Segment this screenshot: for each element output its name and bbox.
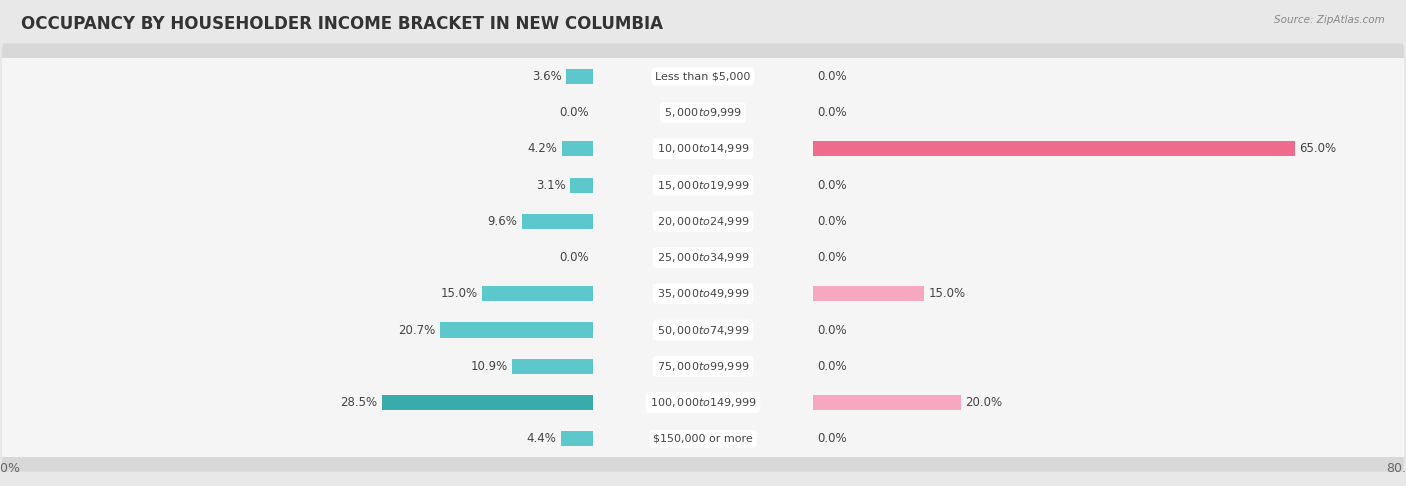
Text: 0.0%: 0.0%	[817, 360, 846, 373]
Text: 0.0%: 0.0%	[817, 324, 846, 336]
FancyBboxPatch shape	[1, 189, 1405, 254]
Bar	[571, 177, 593, 192]
FancyBboxPatch shape	[1, 298, 1405, 362]
FancyBboxPatch shape	[1, 333, 1405, 399]
Text: 0.0%: 0.0%	[817, 106, 846, 119]
FancyBboxPatch shape	[1, 371, 1405, 434]
FancyBboxPatch shape	[1, 335, 1405, 398]
Text: $20,000 to $24,999: $20,000 to $24,999	[657, 215, 749, 228]
Text: 15.0%: 15.0%	[440, 287, 478, 300]
FancyBboxPatch shape	[1, 81, 1405, 144]
Text: 20.0%: 20.0%	[966, 396, 1002, 409]
Text: 20.7%: 20.7%	[398, 324, 436, 336]
FancyBboxPatch shape	[1, 116, 1405, 182]
Text: $5,000 to $9,999: $5,000 to $9,999	[664, 106, 742, 119]
Text: Source: ZipAtlas.com: Source: ZipAtlas.com	[1274, 15, 1385, 25]
Text: $25,000 to $34,999: $25,000 to $34,999	[657, 251, 749, 264]
FancyBboxPatch shape	[1, 44, 1405, 109]
Text: 65.0%: 65.0%	[1299, 142, 1336, 156]
Bar	[567, 69, 593, 84]
Text: $100,000 to $149,999: $100,000 to $149,999	[650, 396, 756, 409]
Bar	[512, 359, 593, 374]
Bar	[440, 323, 593, 338]
Text: 0.0%: 0.0%	[560, 106, 589, 119]
Bar	[482, 286, 593, 301]
Text: 28.5%: 28.5%	[340, 396, 377, 409]
Bar	[813, 286, 924, 301]
Bar	[561, 431, 593, 446]
Text: OCCUPANCY BY HOUSEHOLDER INCOME BRACKET IN NEW COLUMBIA: OCCUPANCY BY HOUSEHOLDER INCOME BRACKET …	[21, 15, 664, 33]
Text: 3.1%: 3.1%	[536, 179, 565, 191]
FancyBboxPatch shape	[1, 80, 1405, 146]
Text: $75,000 to $99,999: $75,000 to $99,999	[657, 360, 749, 373]
Text: $150,000 or more: $150,000 or more	[654, 434, 752, 444]
FancyBboxPatch shape	[1, 226, 1405, 289]
Text: $50,000 to $74,999: $50,000 to $74,999	[657, 324, 749, 336]
Text: 0.0%: 0.0%	[560, 251, 589, 264]
FancyBboxPatch shape	[1, 190, 1405, 253]
Text: Less than $5,000: Less than $5,000	[655, 71, 751, 82]
FancyBboxPatch shape	[1, 407, 1405, 470]
Text: 0.0%: 0.0%	[817, 432, 846, 445]
Text: 9.6%: 9.6%	[488, 215, 517, 228]
Bar	[562, 141, 593, 156]
Text: $35,000 to $49,999: $35,000 to $49,999	[657, 287, 749, 300]
FancyBboxPatch shape	[1, 152, 1405, 218]
FancyBboxPatch shape	[1, 225, 1405, 291]
Text: 0.0%: 0.0%	[817, 70, 846, 83]
FancyBboxPatch shape	[1, 154, 1405, 217]
FancyBboxPatch shape	[1, 406, 1405, 471]
FancyBboxPatch shape	[1, 118, 1405, 180]
FancyBboxPatch shape	[1, 262, 1405, 325]
Bar	[813, 395, 962, 410]
FancyBboxPatch shape	[1, 261, 1405, 327]
Text: 4.4%: 4.4%	[526, 432, 557, 445]
Text: 4.2%: 4.2%	[527, 142, 558, 156]
Text: 10.9%: 10.9%	[471, 360, 508, 373]
Text: 0.0%: 0.0%	[817, 179, 846, 191]
FancyBboxPatch shape	[1, 297, 1405, 363]
FancyBboxPatch shape	[1, 45, 1405, 108]
Text: 0.0%: 0.0%	[817, 251, 846, 264]
Text: $10,000 to $14,999: $10,000 to $14,999	[657, 142, 749, 156]
Bar	[382, 395, 593, 410]
FancyBboxPatch shape	[1, 369, 1405, 435]
Text: $15,000 to $19,999: $15,000 to $19,999	[657, 179, 749, 191]
Text: 15.0%: 15.0%	[928, 287, 966, 300]
Text: 3.6%: 3.6%	[533, 70, 562, 83]
Bar	[813, 141, 1295, 156]
Text: 0.0%: 0.0%	[817, 215, 846, 228]
Bar	[522, 214, 593, 229]
